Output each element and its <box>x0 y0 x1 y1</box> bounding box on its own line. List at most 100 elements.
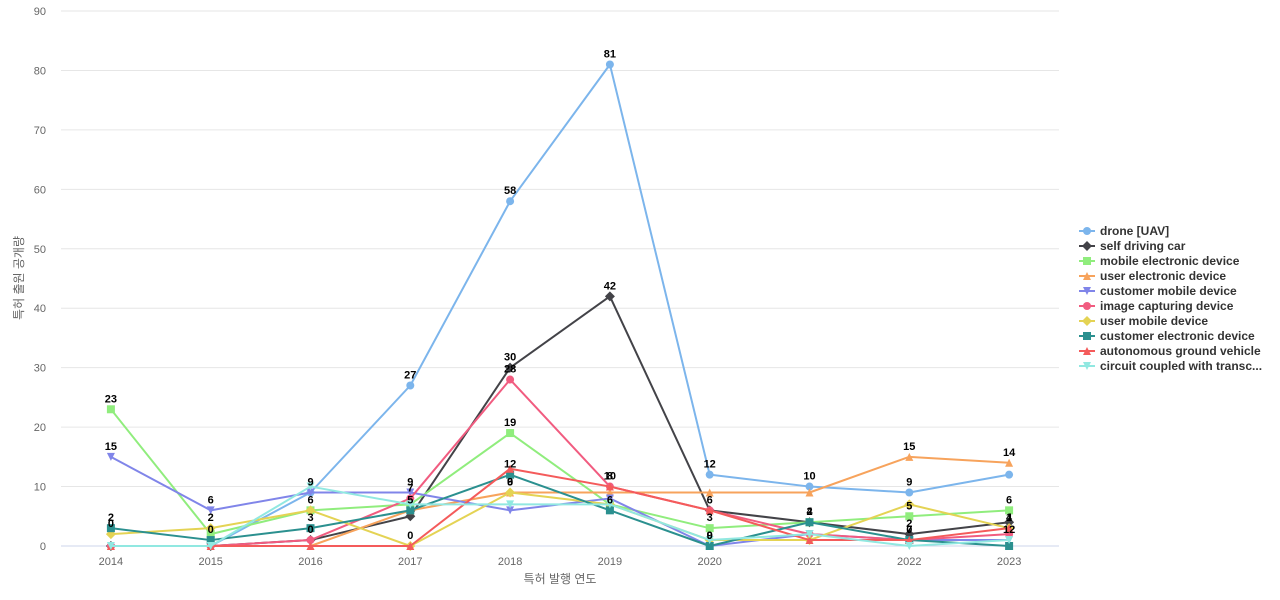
data-label: 28 <box>504 364 516 376</box>
data-label: 7 <box>906 524 912 536</box>
x-tick-label: 2023 <box>997 556 1021 568</box>
data-label: 0 <box>208 524 214 536</box>
legend-item[interactable]: image capturing device <box>1079 299 1234 313</box>
data-point <box>106 542 115 550</box>
data-label: 15 <box>903 441 915 453</box>
legend-marker <box>1083 332 1091 340</box>
legend-marker <box>1083 227 1091 235</box>
legend-label: image capturing device <box>1100 299 1234 313</box>
data-label: 42 <box>604 280 616 292</box>
data-point <box>1005 470 1014 479</box>
data-label: 6 <box>607 494 613 506</box>
legend-item[interactable]: user mobile device <box>1079 314 1208 328</box>
data-label: 5 <box>906 500 912 512</box>
data-point <box>805 518 814 527</box>
data-point <box>605 482 614 491</box>
legend-label: autonomous ground vehicle <box>1100 344 1261 358</box>
data-point <box>406 500 415 509</box>
y-tick-label: 20 <box>34 422 46 434</box>
data-label: 9 <box>307 477 313 489</box>
data-point <box>506 429 515 438</box>
legend-item[interactable]: customer mobile device <box>1079 284 1237 298</box>
data-label: 3 <box>707 512 713 524</box>
data-point <box>305 505 316 516</box>
data-label: 15 <box>105 441 117 453</box>
legend-item[interactable]: circuit coupled with transc... <box>1079 359 1262 373</box>
data-point <box>106 524 115 533</box>
series-layer <box>105 60 1015 551</box>
data-label: 0 <box>407 530 413 542</box>
data-point <box>206 536 215 545</box>
data-point <box>605 500 614 509</box>
x-tick-label: 2018 <box>498 556 522 568</box>
legend-item[interactable]: user electronic device <box>1079 269 1226 283</box>
data-label: 12 <box>1003 524 1015 536</box>
data-label: 0 <box>108 518 114 530</box>
data-point <box>805 530 814 539</box>
legend-item[interactable]: autonomous ground vehicle <box>1079 344 1261 358</box>
data-label: 9 <box>507 477 513 489</box>
data-label: 6 <box>507 477 513 489</box>
data-label: 4 <box>806 506 813 518</box>
data-point <box>406 488 415 497</box>
legend-label: user mobile device <box>1100 314 1208 328</box>
data-label: 6 <box>208 494 214 506</box>
legend-item[interactable]: mobile electronic device <box>1079 254 1240 268</box>
legend-marker <box>1083 272 1091 280</box>
data-point <box>306 524 315 533</box>
y-tick-label: 60 <box>34 184 46 196</box>
legend-item[interactable]: customer electronic device <box>1079 329 1255 343</box>
data-point <box>905 542 914 550</box>
data-point <box>705 536 714 545</box>
data-label: 0 <box>707 530 713 542</box>
data-label: 30 <box>504 352 516 364</box>
y-tick-label: 10 <box>34 482 46 494</box>
data-point <box>506 375 515 384</box>
legend-label: customer mobile device <box>1100 284 1237 298</box>
series-line <box>109 473 1011 547</box>
data-point <box>1004 517 1015 528</box>
data-label: 3 <box>307 512 313 524</box>
data-point <box>506 464 515 473</box>
series-5 <box>106 375 1014 550</box>
legend-item[interactable]: drone [UAV] <box>1079 224 1169 238</box>
data-point <box>905 512 914 521</box>
data-point <box>605 506 614 515</box>
data-point <box>506 500 515 509</box>
data-point <box>1005 506 1014 515</box>
data-point <box>306 536 315 545</box>
series-1 <box>105 291 1015 551</box>
data-label: 2 <box>108 512 114 524</box>
legend-label: user electronic device <box>1100 269 1226 283</box>
data-point <box>705 470 714 479</box>
x-axis-title: 특허 발행 연도 <box>524 571 597 586</box>
data-point <box>505 362 516 373</box>
data-point <box>904 499 915 510</box>
legend-item[interactable]: self driving car <box>1079 239 1186 253</box>
data-point <box>805 482 814 491</box>
data-point <box>705 524 714 533</box>
data-label: 9 <box>906 477 912 489</box>
data-point <box>605 60 614 69</box>
y-tick-label: 0 <box>40 541 46 553</box>
data-label: 2 <box>806 506 812 518</box>
data-point <box>106 452 115 461</box>
series-line <box>109 378 1011 547</box>
data-label: 19 <box>504 417 516 429</box>
data-label: 81 <box>604 49 616 61</box>
data-point <box>1005 458 1014 467</box>
data-label: 12 <box>704 459 716 471</box>
data-point <box>506 197 515 206</box>
data-label: 0 <box>307 524 313 536</box>
data-point <box>505 487 516 498</box>
data-label: 6 <box>307 494 313 506</box>
series-line <box>109 408 1011 536</box>
x-tick-label: 2019 <box>598 556 622 568</box>
data-point <box>206 530 215 539</box>
data-point <box>905 488 914 497</box>
legend-marker <box>1083 257 1091 265</box>
data-point <box>306 482 315 491</box>
y-tick-label: 50 <box>34 244 46 256</box>
data-point <box>406 506 415 515</box>
